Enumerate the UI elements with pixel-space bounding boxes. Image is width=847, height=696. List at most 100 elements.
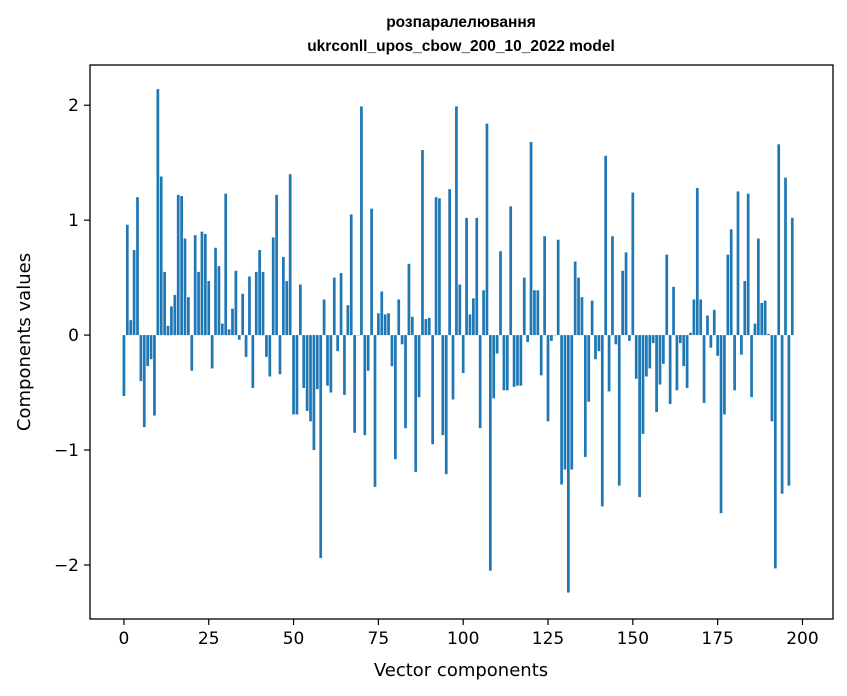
- chart-subtitle: ukrconll_upos_cbow_200_10_2022 model: [307, 38, 615, 55]
- bar-83: [404, 335, 407, 429]
- bar-23: [200, 231, 204, 336]
- bar-70: [360, 106, 363, 336]
- bar-41: [261, 271, 265, 336]
- bar-155: [648, 335, 652, 369]
- bar-111: [499, 251, 502, 336]
- bar-90: [427, 317, 431, 336]
- bar-43: [268, 335, 272, 377]
- bar-31: [227, 329, 231, 336]
- y-axis-label: Components values: [14, 253, 35, 431]
- bar-98: [455, 106, 458, 336]
- bar-47: [282, 256, 285, 336]
- bar-112: [502, 335, 506, 391]
- bar-7: [146, 335, 150, 367]
- bar-175: [716, 335, 719, 356]
- bar-13: [166, 325, 170, 336]
- bar-82: [400, 335, 404, 345]
- bar-77: [383, 314, 387, 336]
- bar-16: [176, 194, 180, 336]
- bar-108: [488, 335, 492, 571]
- bar-18: [183, 238, 187, 336]
- bar-107: [485, 123, 489, 336]
- x-axis-label: Vector components: [374, 660, 548, 681]
- bar-104: [475, 217, 479, 336]
- bar-193: [777, 144, 781, 336]
- bar-102: [468, 314, 472, 336]
- bar-95: [444, 335, 448, 475]
- bar-114: [509, 206, 513, 336]
- bar-79: [390, 335, 394, 367]
- bar-63: [336, 335, 340, 352]
- bar-190: [767, 333, 770, 336]
- bar-143: [607, 335, 611, 392]
- bar-134: [577, 277, 580, 336]
- bar-52: [298, 284, 302, 336]
- bar-173: [709, 335, 713, 348]
- bar-56: [312, 335, 316, 451]
- bar-3: [132, 250, 136, 336]
- bar-195: [784, 177, 787, 336]
- bar-81: [397, 299, 401, 336]
- bar-19: [187, 297, 190, 336]
- bar-12: [163, 271, 166, 336]
- bar-129: [560, 335, 563, 485]
- bar-101: [465, 217, 468, 336]
- bar-26: [210, 335, 214, 369]
- bar-62: [332, 277, 336, 336]
- bar-150: [631, 192, 635, 336]
- bar-100: [461, 335, 465, 374]
- bar-38: [251, 335, 255, 388]
- bar-76: [380, 291, 384, 336]
- bar-103: [472, 298, 475, 336]
- bar-158: [658, 335, 662, 385]
- bar-151: [634, 335, 638, 379]
- bar-105: [478, 335, 482, 429]
- bar-174: [712, 309, 716, 336]
- bar-194: [780, 335, 784, 494]
- bar-110: [495, 335, 499, 354]
- bar-133: [573, 261, 577, 336]
- bar-22: [197, 271, 200, 336]
- bar-117: [519, 335, 523, 386]
- bar-147: [621, 270, 625, 336]
- bar-130: [563, 335, 567, 470]
- bar-138: [590, 300, 594, 336]
- bar-187: [757, 238, 760, 336]
- bar-29: [220, 323, 224, 336]
- bar-32: [231, 308, 234, 336]
- bar-35: [241, 293, 245, 336]
- bar-75: [377, 313, 380, 336]
- bar-176: [719, 335, 723, 514]
- bar-148: [624, 252, 628, 336]
- bar-115: [512, 335, 516, 387]
- bar-139: [594, 335, 597, 360]
- bar-119: [526, 335, 530, 342]
- bar-87: [417, 335, 421, 398]
- bar-24: [203, 233, 207, 336]
- bar-156: [651, 335, 655, 344]
- bar-146: [617, 335, 621, 486]
- bar-94: [441, 335, 445, 436]
- bar-85: [410, 316, 414, 336]
- bar-58: [319, 335, 323, 559]
- bar-54: [305, 335, 309, 411]
- y-tick-label--1: −1: [54, 441, 79, 461]
- bar-136: [583, 335, 587, 457]
- chart-title: розпаралелювання: [386, 14, 536, 31]
- bar-20: [190, 335, 194, 371]
- bar-9: [153, 335, 156, 416]
- x-tick-label-175: 175: [701, 629, 733, 649]
- plot-frame: [89, 64, 834, 620]
- bar-124: [543, 236, 546, 336]
- bar-67: [349, 214, 353, 336]
- bar-137: [587, 335, 591, 402]
- bar-165: [682, 335, 686, 367]
- bar-65: [343, 335, 346, 395]
- bar-161: [668, 335, 672, 405]
- bar-178: [726, 254, 730, 336]
- bar-181: [736, 191, 740, 336]
- bar-73: [370, 208, 373, 336]
- bar-49: [288, 174, 292, 336]
- bar-159: [662, 335, 665, 364]
